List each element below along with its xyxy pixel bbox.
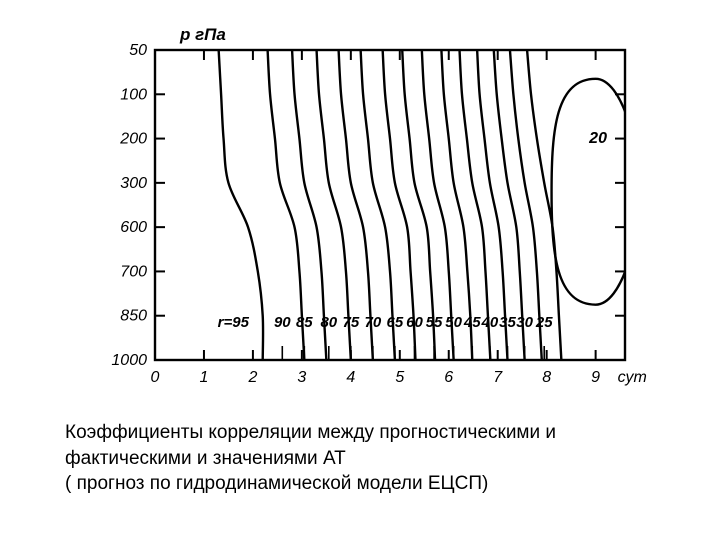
svg-text:55: 55 xyxy=(426,314,443,331)
svg-text:45: 45 xyxy=(463,314,481,331)
svg-text:4: 4 xyxy=(346,369,355,386)
svg-text:6: 6 xyxy=(444,369,453,386)
caption-line-2: ( прогноз по гидродинамической модели ЕЦ… xyxy=(65,473,488,494)
caption-line-1: Коэффициенты корреляции между прогностич… xyxy=(65,422,556,469)
svg-text:сут: сут xyxy=(618,369,647,386)
svg-text:1: 1 xyxy=(200,369,209,386)
svg-text:300: 300 xyxy=(120,175,147,192)
svg-text:850: 850 xyxy=(120,308,147,325)
figure-caption: Коэффициенты корреляции между прогностич… xyxy=(65,420,655,497)
svg-text:80: 80 xyxy=(320,314,337,331)
svg-text:25: 25 xyxy=(535,314,553,331)
svg-text:7: 7 xyxy=(493,369,503,386)
svg-text:9: 9 xyxy=(591,369,600,386)
svg-text:20: 20 xyxy=(588,130,607,147)
svg-text:0: 0 xyxy=(151,369,160,386)
svg-text:р гПа: р гПа xyxy=(179,25,226,44)
svg-text:3: 3 xyxy=(297,369,306,386)
svg-text:5: 5 xyxy=(395,369,404,386)
svg-text:90: 90 xyxy=(274,314,291,331)
svg-text:50: 50 xyxy=(129,42,147,59)
svg-text:100: 100 xyxy=(120,86,147,103)
svg-text:35: 35 xyxy=(499,314,516,331)
svg-text:85: 85 xyxy=(296,314,313,331)
svg-text:65: 65 xyxy=(387,314,404,331)
svg-text:r=95: r=95 xyxy=(218,314,250,331)
svg-text:50: 50 xyxy=(445,314,462,331)
svg-text:700: 700 xyxy=(120,263,147,280)
svg-text:40: 40 xyxy=(481,314,499,331)
contour-chart: р гПа5010020030060070085010000123456789с… xyxy=(65,20,655,405)
svg-text:600: 600 xyxy=(120,219,147,236)
svg-text:30: 30 xyxy=(516,314,533,331)
svg-text:2: 2 xyxy=(247,369,257,386)
svg-text:70: 70 xyxy=(365,314,382,331)
svg-text:8: 8 xyxy=(542,369,551,386)
svg-text:75: 75 xyxy=(342,314,359,331)
svg-text:1000: 1000 xyxy=(111,352,147,369)
svg-text:60: 60 xyxy=(406,314,423,331)
svg-text:200: 200 xyxy=(119,131,147,148)
